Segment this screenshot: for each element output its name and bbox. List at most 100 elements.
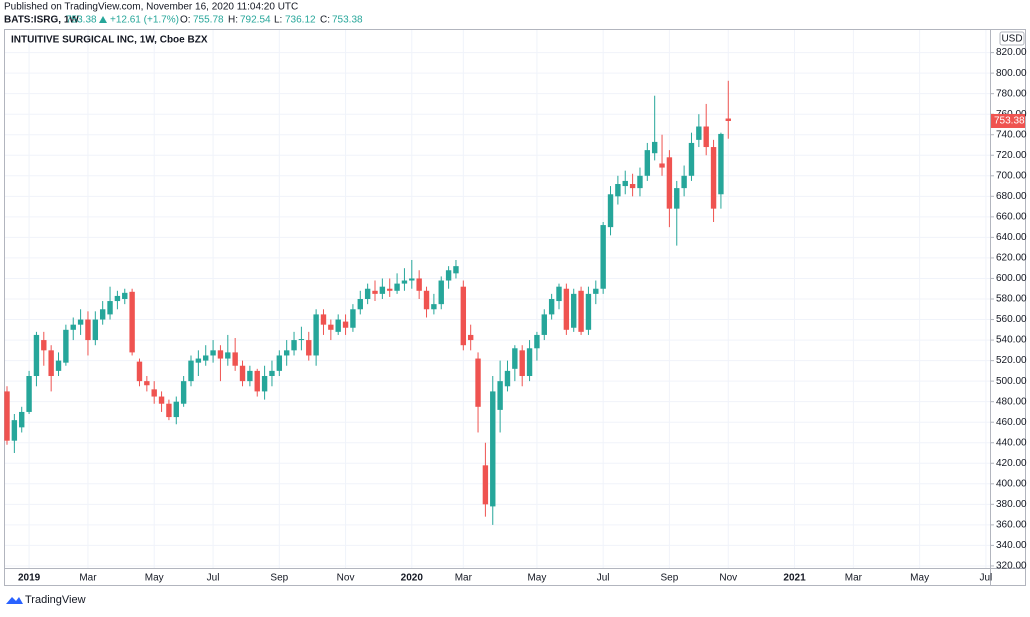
- candle-body: [357, 299, 363, 310]
- y-tick-label: 560.00: [996, 314, 1027, 325]
- candle-body: [651, 141, 658, 154]
- y-tick-label: 540.00: [996, 335, 1027, 346]
- candle-body: [313, 314, 319, 356]
- candle-body: [615, 184, 621, 197]
- candle-body: [99, 309, 106, 320]
- candle-body: [85, 319, 91, 341]
- candle-body: [92, 319, 99, 341]
- candle-body: [696, 126, 702, 140]
- candle-body: [423, 290, 430, 310]
- candle-body: [556, 286, 562, 302]
- candle-body: [269, 370, 275, 377]
- candle-body: [703, 126, 709, 148]
- candle-body: [637, 175, 643, 189]
- brand-logo: [6, 597, 23, 604]
- open-value: 755.78: [193, 15, 224, 26]
- currency-box: [999, 31, 1025, 46]
- x-tick-label: 2020: [401, 573, 424, 584]
- candle-body: [629, 184, 636, 189]
- candle-body: [26, 376, 32, 412]
- candle-body: [607, 194, 614, 228]
- candle-body: [195, 358, 202, 363]
- x-tick-label: Jul: [207, 573, 220, 584]
- candle-body: [571, 293, 577, 328]
- x-tick-label: 2021: [783, 573, 806, 584]
- candle-body: [261, 376, 268, 392]
- candle-body: [710, 147, 717, 209]
- candle-body: [622, 180, 628, 187]
- candle-body: [217, 350, 224, 359]
- candle-body: [460, 286, 467, 346]
- candle-body: [379, 286, 386, 294]
- candle-body: [144, 381, 150, 386]
- candle-body: [519, 350, 525, 377]
- x-tick-label: Jul: [597, 573, 610, 584]
- close-value: 753.38: [332, 15, 363, 26]
- candle-body: [512, 348, 518, 369]
- candle-body: [526, 348, 533, 377]
- brand: TradingView: [6, 594, 86, 606]
- candle-body: [107, 301, 113, 315]
- y-tick-label: 500.00: [996, 376, 1027, 387]
- y-tick-label: 720.00: [996, 150, 1027, 161]
- candle-body: [114, 295, 121, 302]
- x-tick-label: Mar: [79, 573, 97, 584]
- y-tick-label: 460.00: [996, 417, 1027, 428]
- candle-body: [48, 350, 54, 377]
- x-tick-label: Sep: [661, 573, 679, 584]
- candle-body: [394, 283, 400, 291]
- x-tick-label: Jul: [979, 573, 992, 584]
- candle-body: [63, 329, 69, 363]
- y-tick-label: 660.00: [996, 212, 1027, 223]
- candle-body: [504, 370, 511, 387]
- y-tick-label: 440.00: [996, 437, 1027, 448]
- x-tick-label: Nov: [719, 573, 737, 584]
- y-tick-label: 600.00: [996, 273, 1027, 284]
- y-tick-label: 400.00: [996, 478, 1027, 489]
- y-tick-label: 620.00: [996, 253, 1027, 264]
- candle-body: [563, 288, 570, 330]
- y-tick-label: 340.00: [996, 540, 1027, 551]
- currency: USD: [1001, 34, 1022, 45]
- candle-body: [431, 304, 437, 310]
- y-tick-label: 700.00: [996, 170, 1027, 181]
- candle-body: [674, 188, 680, 209]
- candle-body: [681, 175, 687, 189]
- y-tick-label: 320.00: [996, 561, 1027, 572]
- candle-body: [453, 266, 459, 274]
- candle-body: [320, 314, 327, 325]
- frame: [4, 29, 1026, 586]
- price-tag: [991, 113, 1025, 128]
- open-label: O:: [180, 15, 191, 26]
- candle-body: [534, 334, 540, 349]
- y-tick-label: 580.00: [996, 294, 1027, 305]
- candle-body: [541, 314, 547, 335]
- candle-body: [306, 340, 312, 356]
- x-tick-label: Mar: [455, 573, 473, 584]
- up-icon: [99, 16, 107, 23]
- candle-body: [188, 360, 194, 382]
- y-tick-label: 380.00: [996, 499, 1027, 510]
- candle-body: [438, 280, 444, 305]
- candle-body: [718, 133, 724, 195]
- candle-body: [335, 319, 341, 332]
- candle-body: [136, 361, 143, 382]
- candle-body: [158, 396, 165, 404]
- y-tick-label: 820.00: [996, 47, 1027, 58]
- high-label: H:: [228, 15, 238, 26]
- candle-body: [475, 358, 481, 407]
- candle-body: [364, 288, 371, 299]
- candle-body: [291, 340, 297, 351]
- price-tag-label: 753.38: [994, 116, 1025, 127]
- close-label: C:: [320, 15, 330, 26]
- y-tick-label: 420.00: [996, 458, 1027, 469]
- candle-body: [55, 360, 62, 371]
- candle-body: [659, 163, 665, 168]
- candle-body: [688, 142, 695, 176]
- brand-name: TradingView: [25, 594, 86, 606]
- candle-body: [666, 157, 673, 209]
- candle-body: [33, 334, 40, 377]
- candle-body: [225, 352, 231, 359]
- candle-body: [350, 309, 356, 328]
